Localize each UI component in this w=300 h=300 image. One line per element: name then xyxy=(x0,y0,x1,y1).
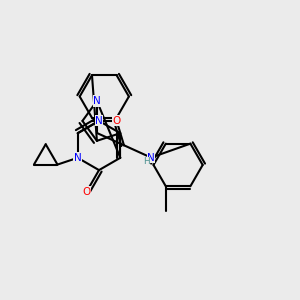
Text: O: O xyxy=(112,116,121,126)
Text: H: H xyxy=(143,157,149,166)
Text: N: N xyxy=(147,153,155,163)
Text: N: N xyxy=(95,116,103,126)
Text: O: O xyxy=(82,187,91,196)
Text: N: N xyxy=(74,153,82,163)
Text: N: N xyxy=(93,96,101,106)
